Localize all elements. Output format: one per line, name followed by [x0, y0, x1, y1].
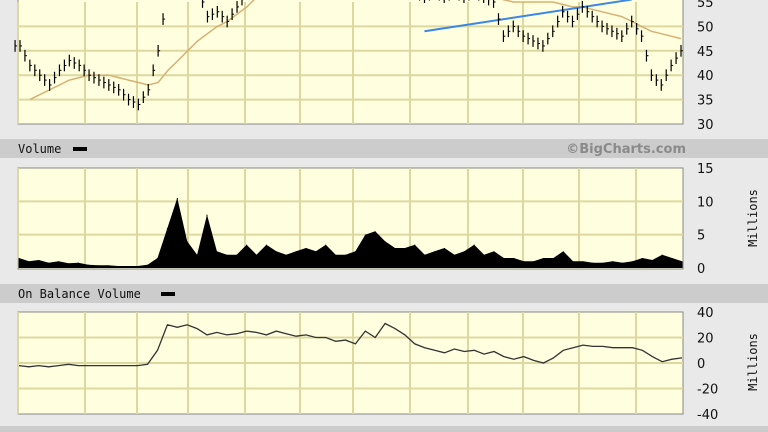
price-tick-label: 55: [697, 0, 714, 11]
volume-grid: [17, 168, 683, 268]
obv-line: [18, 322, 683, 368]
volume-unit-label: Millions: [746, 189, 760, 247]
moving-average-line: [29, 0, 682, 101]
volume-title: Volume: [18, 142, 61, 156]
volume-panel: [17, 167, 684, 270]
volume-area: [19, 198, 682, 268]
volume-tick-label: 10: [697, 195, 714, 210]
obv-marks: [18, 322, 683, 368]
volume-header-bar: [0, 139, 768, 158]
bottom-bar: [0, 426, 768, 432]
volume-tick-label: 15: [697, 162, 714, 177]
price-panel: [17, 0, 684, 125]
obv-header-bar: [0, 284, 768, 303]
obv-tick-label: -40: [697, 408, 718, 423]
obv-unit-label: Millions: [746, 333, 760, 391]
volume-tick-label: 5: [697, 229, 705, 244]
obv-tick-label: 0: [697, 357, 705, 372]
trendline: [424, 0, 632, 33]
obv-title: On Balance Volume: [18, 287, 141, 301]
price-tick-label: 30: [697, 118, 714, 133]
price-tick-label: 40: [697, 69, 714, 84]
obv-tick-label: 20: [697, 332, 714, 347]
volume-marks: [18, 198, 683, 268]
price-marks: [14, 0, 683, 111]
price-tick-label: 45: [697, 45, 714, 60]
obv-grid: [17, 312, 683, 414]
price-tick-label: 50: [697, 20, 714, 35]
obv-tick-label: -20: [697, 383, 718, 398]
obv-tick-label: 40: [697, 306, 714, 321]
bigcharts-watermark: ©BigCharts.com: [566, 142, 686, 157]
volume-tick-label: 0: [697, 262, 705, 277]
volume-legend-swatch: [73, 147, 87, 151]
obv-legend-swatch: [161, 292, 175, 296]
price-tick-label: 35: [697, 94, 714, 109]
